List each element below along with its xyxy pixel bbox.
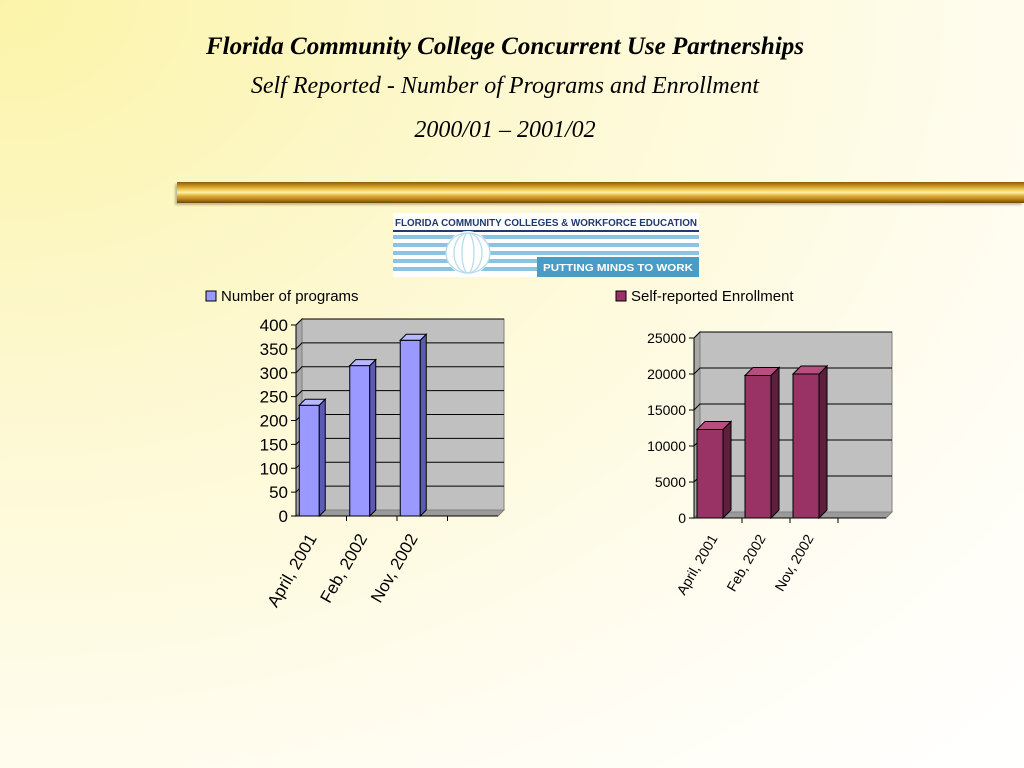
y-tick-label: 200	[260, 412, 288, 431]
y-tick-label: 300	[260, 364, 288, 383]
bar-top	[695, 420, 733, 430]
fccwe-logo: FLORIDA COMMUNITY COLLEGES & WORKFORCE E…	[393, 213, 699, 277]
bar-side	[770, 366, 780, 520]
y-tick-label: 15000	[647, 402, 686, 418]
y-tick-label: 400	[260, 316, 288, 335]
bar-front	[744, 374, 772, 519]
y-tick-label: 25000	[647, 330, 686, 346]
y-tick-label: 350	[260, 340, 288, 359]
bar-side	[818, 364, 828, 520]
y-tick-label: 50	[269, 483, 288, 502]
slide-subtitle: Self Reported - Number of Programs and E…	[250, 73, 760, 99]
legend-swatch	[205, 290, 217, 302]
y-tick-label: 10000	[647, 438, 686, 454]
gridline	[693, 331, 892, 339]
bar-side	[722, 420, 732, 520]
y-tick-label: 20000	[647, 366, 686, 382]
bar-front	[399, 339, 421, 517]
chart-self-reported-enrollment: Self-reported Enrollment 0 5000 10000 15000 2…	[615, 288, 894, 597]
bar-top	[298, 398, 327, 406]
x-category-label: Nov, 2002	[771, 531, 816, 594]
logo-tagline: PUTTING MINDS TO WORK	[543, 262, 693, 274]
chart-legend: Self-reported Enrollment	[615, 288, 794, 305]
bar	[791, 364, 829, 520]
y-tick-label: 5000	[655, 474, 686, 490]
legend-swatch	[615, 290, 627, 302]
x-category-label: Feb, 2002	[316, 531, 371, 607]
bar	[399, 333, 428, 518]
bar-top	[743, 366, 781, 376]
slide-years: 2000/01 – 2001/02	[414, 117, 596, 143]
logo-top-text: FLORIDA COMMUNITY COLLEGES & WORKFORCE E…	[395, 218, 697, 229]
bar-front	[792, 373, 820, 519]
bar-front	[298, 404, 320, 517]
gold-divider-bar	[177, 182, 1024, 203]
y-tick-label: 0	[678, 510, 686, 526]
y-tick-label: 0	[279, 507, 288, 526]
bar-side	[318, 398, 326, 518]
logo-globe	[446, 231, 490, 275]
y-tick-label: 150	[260, 435, 288, 454]
legend-label: Number of programs	[221, 288, 359, 305]
bar	[298, 398, 327, 518]
y-tick-label: 100	[260, 459, 288, 478]
chart-number-of-programs: Number of programs 0 50 100 150 200 250 300 350 4…	[205, 288, 506, 611]
slide-title-block: Florida Community College Concurrent Use…	[0, 30, 1010, 152]
gridline	[295, 342, 504, 350]
bar	[348, 358, 377, 518]
bar-side	[369, 358, 377, 518]
x-category-label: April, 2001	[673, 531, 720, 597]
chart-legend: Number of programs	[205, 288, 359, 305]
gridline	[295, 366, 504, 374]
bar-side	[419, 333, 427, 518]
bar-front	[349, 365, 371, 517]
gridline	[295, 318, 504, 326]
bar-front	[696, 428, 724, 519]
x-category-label: April, 2001	[264, 531, 321, 611]
x-category-label: Feb, 2002	[723, 531, 768, 594]
bar	[743, 366, 781, 520]
x-category-label: Nov, 2002	[367, 531, 422, 607]
gridline	[295, 390, 504, 397]
gridline	[693, 403, 892, 411]
y-tick-label: 250	[260, 388, 288, 407]
gridline	[693, 367, 892, 375]
bar	[695, 420, 733, 520]
slide-title: Florida Community College Concurrent Use…	[205, 33, 804, 60]
bar-top	[791, 365, 829, 375]
legend-label: Self-reported Enrollment	[631, 288, 794, 305]
bar-top	[348, 359, 377, 367]
bar-top	[399, 333, 428, 341]
